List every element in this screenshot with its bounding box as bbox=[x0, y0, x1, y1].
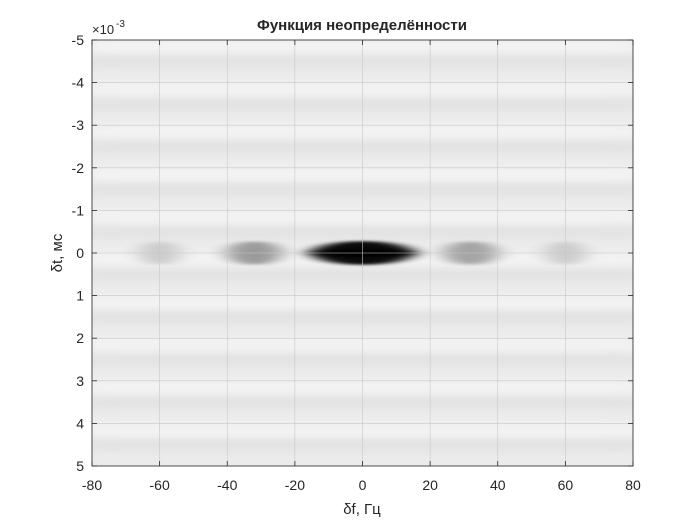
y-tick-label: -5 bbox=[72, 32, 85, 48]
x-tick-label: 60 bbox=[558, 477, 574, 493]
y-tick-label: -3 bbox=[72, 117, 85, 133]
y-axis-label: δt, мс bbox=[49, 233, 66, 272]
y-tick-label: 4 bbox=[76, 415, 84, 431]
x-tick-label: -60 bbox=[150, 477, 170, 493]
y-tick-label: 2 bbox=[76, 330, 84, 346]
plot-area bbox=[91, 39, 634, 467]
y-tick-label: 1 bbox=[76, 288, 84, 304]
x-tick-label: -40 bbox=[217, 477, 237, 493]
x-tick-label: 80 bbox=[625, 477, 641, 493]
y-exponent-power: -3 bbox=[116, 19, 125, 30]
x-tick-label: 20 bbox=[422, 477, 438, 493]
y-tick-label: 3 bbox=[76, 373, 84, 389]
x-tick-label: -20 bbox=[285, 477, 305, 493]
x-axis: -80 -60 -40 -20 0 20 40 60 80 bbox=[82, 40, 641, 493]
y-tick-label: -1 bbox=[72, 202, 85, 218]
y-exponent-base: ×10 bbox=[92, 22, 114, 37]
y-tick-label: 0 bbox=[76, 245, 84, 261]
y-tick-label: -2 bbox=[72, 160, 85, 176]
y-tick-label: -4 bbox=[72, 75, 85, 91]
x-axis-label: δf, Гц bbox=[343, 501, 381, 518]
x-tick-label: -80 bbox=[82, 477, 102, 493]
x-tick-label: 40 bbox=[490, 477, 506, 493]
x-tick-label: 0 bbox=[359, 477, 367, 493]
y-axis: -5 -4 -3 -2 -1 0 1 2 3 4 5 bbox=[72, 32, 633, 474]
y-tick-label: 5 bbox=[76, 458, 84, 474]
chart-title: Функция неопределённости bbox=[257, 17, 467, 34]
